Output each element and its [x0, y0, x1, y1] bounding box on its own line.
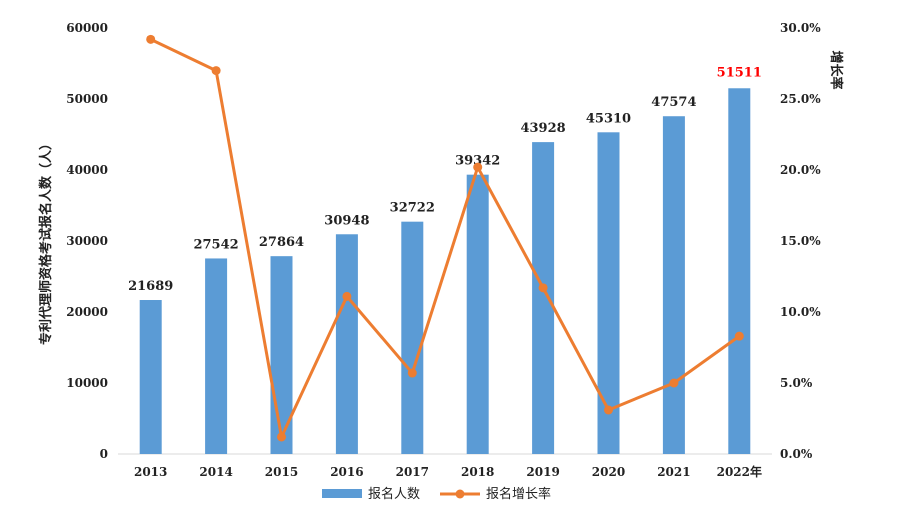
- growth-rate-point: [211, 66, 221, 76]
- bar: [205, 258, 228, 454]
- growth-rate-point: [669, 378, 679, 388]
- growth-rate-point: [734, 331, 744, 341]
- y-axis-title: 专利代理师资格考试报名人数（人）: [38, 137, 54, 345]
- y2-tick-label: 25.0%: [780, 92, 821, 106]
- bar: [597, 132, 620, 454]
- bar: [335, 234, 358, 454]
- y-tick-label: 40000: [66, 163, 108, 177]
- y-tick-label: 30000: [66, 234, 108, 248]
- growth-rate-point: [146, 34, 156, 44]
- bar: [662, 116, 685, 454]
- x-tick-label: 2016: [330, 465, 363, 479]
- bar-data-label: 32722: [390, 201, 435, 216]
- growth-rate-point: [473, 162, 483, 172]
- legend-label-line: 报名增长率: [486, 486, 551, 502]
- growth-rate-point: [407, 368, 417, 378]
- y2-axis-title: 增长率: [828, 50, 844, 89]
- y2-tick-label: 5.0%: [780, 376, 813, 390]
- bar: [532, 142, 555, 454]
- bar: [270, 256, 293, 454]
- bar-data-label: 43928: [520, 121, 565, 136]
- y2-tick-label: 15.0%: [780, 234, 821, 248]
- bar: [401, 221, 424, 454]
- x-tick-label: 2017: [396, 465, 429, 479]
- bar: [139, 300, 162, 454]
- bar-data-label: 21689: [128, 279, 173, 294]
- bar-data-label: 30948: [324, 213, 369, 228]
- y2-tick-label: 0.0%: [780, 447, 813, 461]
- growth-rate-point: [604, 405, 613, 415]
- bar: [728, 88, 751, 454]
- y-tick-label: 60000: [66, 21, 108, 35]
- x-tick-label: 2013: [134, 465, 167, 479]
- growth-rate-line: [150, 38, 741, 439]
- y-tick-label: 10000: [66, 376, 108, 390]
- bar: [466, 174, 489, 454]
- y2-tick-label: 10.0%: [780, 305, 821, 319]
- x-tick-label: 2019: [526, 465, 559, 479]
- y2-tick-label: 30.0%: [780, 21, 821, 35]
- growth-rate-point: [538, 283, 548, 293]
- y2-tick-label: 20.0%: [780, 163, 821, 177]
- bar-data-label: 51511: [717, 65, 762, 80]
- bar-data-label: 27864: [259, 235, 304, 250]
- bar-data-label: 47574: [651, 95, 696, 110]
- x-tick-label: 2022年: [717, 464, 762, 479]
- legend-marker-line: [455, 489, 465, 499]
- y-tick-label: 50000: [66, 92, 108, 106]
- legend-swatch-bars: [322, 489, 362, 498]
- bar-data-label: 39342: [455, 154, 500, 169]
- growth-rate-point: [342, 291, 352, 301]
- x-tick-label: 2021: [657, 465, 690, 479]
- legend-label-bars: 报名人数: [368, 486, 420, 502]
- x-tick-label: 2020: [592, 465, 625, 479]
- growth-rate-point: [277, 432, 286, 442]
- y-tick-label: 20000: [66, 305, 108, 319]
- x-tick-label: 2014: [199, 465, 232, 479]
- bar-data-label: 45310: [586, 111, 631, 126]
- y-tick-label: 0: [100, 447, 108, 461]
- x-tick-label: 2018: [461, 465, 494, 479]
- bar-data-label: 27542: [193, 237, 238, 252]
- x-tick-label: 2015: [265, 465, 298, 479]
